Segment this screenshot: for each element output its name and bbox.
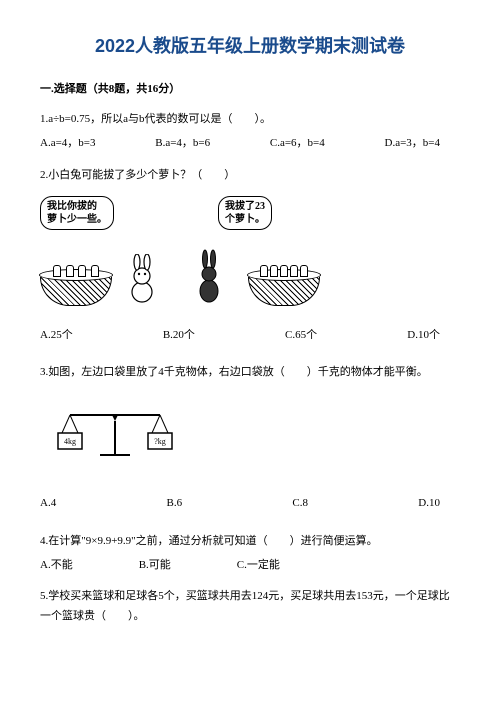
left-weight-label: 4kg: [64, 437, 76, 446]
q5-text: 5.学校买来篮球和足球各5个，买篮球共用去124元，买足球共用去153元，一个足…: [40, 587, 460, 627]
question-1: 1.a÷b=0.75，所以a与b代表的数可以是（ ）。 A.a=4，b=3 B.…: [40, 110, 460, 154]
right-weight-label: ?kg: [154, 437, 166, 446]
q2-opt-a: A.25个: [40, 326, 73, 346]
q1-opt-c: C.a=6，b=4: [270, 134, 325, 154]
white-bunny-icon: [122, 254, 162, 304]
q1-text: 1.a÷b=0.75，所以a与b代表的数可以是（ ）。: [40, 110, 460, 130]
dark-bunny-icon: [192, 249, 227, 304]
q3-opt-d: D.10: [418, 494, 440, 514]
balance-scale-illustration: 4kg ?kg: [50, 395, 460, 478]
q4-opt-a: A.不能: [40, 556, 73, 576]
q4-text: 4.在计算"9×9.9+9.9"之前，通过分析就可知道（ ）进行简便运算。: [40, 532, 460, 552]
q4-opt-b: B.可能: [139, 556, 171, 576]
q2-opt-c: C.65个: [285, 326, 317, 346]
speech-2-line2: 个萝卜。: [225, 214, 265, 225]
question-5: 5.学校买来篮球和足球各5个，买篮球共用去124元，买足球共用去153元，一个足…: [40, 587, 460, 627]
section-1-header: 一.选择题（共8题，共16分）: [40, 80, 460, 100]
q2-opt-b: B.20个: [163, 326, 195, 346]
question-4: 4.在计算"9×9.9+9.9"之前，通过分析就可知道（ ）进行简便运算。 A.…: [40, 532, 460, 576]
q4-opt-c: C.一定能: [237, 556, 280, 576]
q2-illustration: 我比你拔的 萝卜少一些。 我拔了23 个萝卜。: [40, 196, 460, 306]
q3-text: 3.如图，左边口袋里放了4千克物体，右边口袋放（ ）千克的物体才能平衡。: [40, 363, 460, 383]
question-3: 3.如图，左边口袋里放了4千克物体，右边口袋放（ ）千克的物体才能平衡。 4kg…: [40, 363, 460, 513]
speech-1-line2: 萝卜少一些。: [47, 214, 107, 225]
q2-opt-d: D.10个: [407, 326, 440, 346]
dark-bunny-scene: 我拔了23 个萝卜。: [190, 196, 320, 306]
q1-opt-a: A.a=4，b=3: [40, 134, 95, 154]
q3-opt-a: A.4: [40, 494, 56, 514]
speech-2-line1: 我拔了23: [225, 201, 265, 212]
basket-2: [248, 277, 320, 306]
q3-opt-b: B.6: [167, 494, 183, 514]
question-2: 2.小白兔可能拔了多少个萝卜？（ ） 我比你拔的 萝卜少一些。: [40, 166, 460, 346]
exam-title: 2022人教版五年级上册数学期末测试卷: [40, 30, 460, 62]
q1-opt-d: D.a=3，b=4: [385, 134, 440, 154]
speech-1-line1: 我比你拔的: [47, 201, 97, 212]
q1-opt-b: B.a=4，b=6: [155, 134, 210, 154]
white-bunny-scene: 我比你拔的 萝卜少一些。: [40, 196, 170, 306]
q3-opt-c: C.8: [292, 494, 308, 514]
q2-text: 2.小白兔可能拔了多少个萝卜？（ ）: [40, 166, 460, 186]
basket-1: [40, 277, 112, 306]
